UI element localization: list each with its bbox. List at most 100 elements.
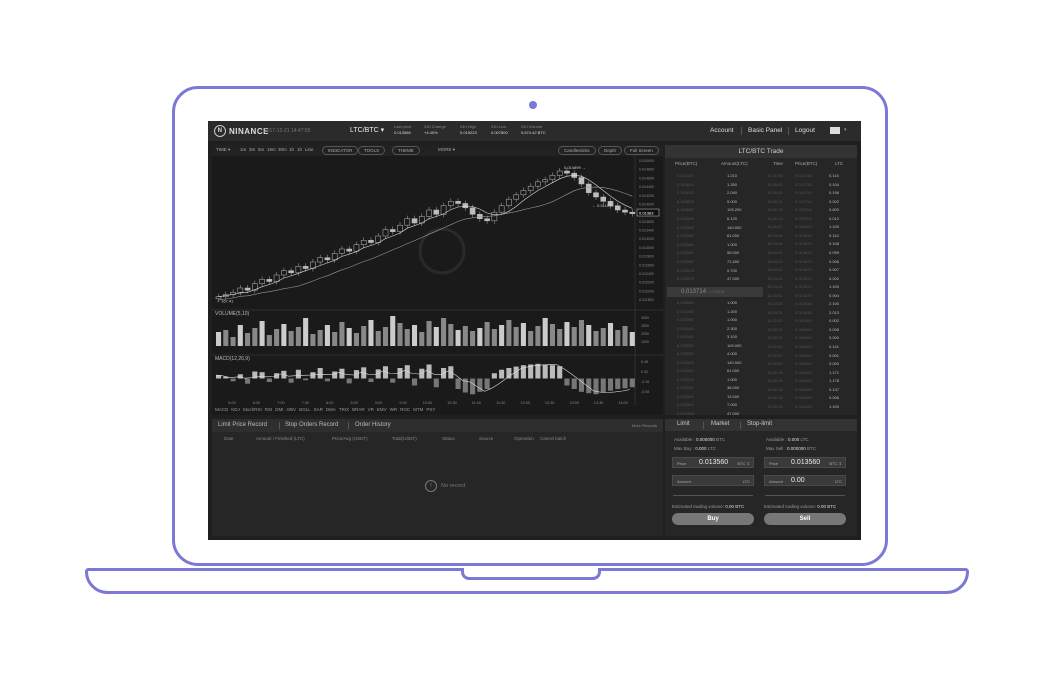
candle: [585, 183, 592, 193]
brand-logo[interactable]: N NINANCE: [214, 125, 269, 137]
interval-1h-b[interactable]: 1h: [297, 147, 303, 152]
time-dropdown[interactable]: TIME ▾: [216, 147, 231, 152]
volume-bar: [310, 334, 316, 346]
more-dropdown[interactable]: MORE ▾: [438, 147, 456, 152]
candlestick-chart[interactable]: VOLUME(5,10) MACD(12,26,9) 0.015000 0.01480…: [212, 156, 663, 406]
fullscreen-button[interactable]: Full Screen: [624, 146, 659, 155]
interval-15m[interactable]: 15m: [267, 147, 276, 152]
ask-row: 0.013595 140.000: [665, 224, 857, 231]
indicator-stochrsi[interactable]: StochRSI: [242, 407, 262, 412]
sell-price-field[interactable]: Price 0.013560 BTC ⇕: [764, 457, 846, 468]
volume-bar: [535, 326, 541, 346]
sell-amount-slider[interactable]: [765, 495, 845, 496]
indicator-dma[interactable]: DMA: [325, 407, 336, 412]
indicator-boll[interactable]: BOLL: [299, 407, 311, 412]
tab-limit[interactable]: Limit: [677, 421, 690, 427]
indicator-macd[interactable]: MACD: [215, 407, 229, 412]
buy-button[interactable]: Buy: [672, 513, 754, 525]
indicator-psy[interactable]: PSY: [426, 407, 436, 412]
interval-5m[interactable]: 5m: [258, 147, 265, 152]
nav-logout[interactable]: Logout: [795, 127, 815, 134]
candle: [593, 192, 599, 198]
trade-history-row: 15:20:16 0.013460 0.137: [665, 386, 857, 393]
indicator-obv[interactable]: OBV: [286, 407, 297, 412]
trade-history-row-amt: 0.001: [829, 352, 840, 358]
trade-history-row-time: 15:24:45: [767, 232, 783, 238]
sell-button[interactable]: Sell: [764, 513, 846, 525]
buy-amount-field[interactable]: Amount LTC: [672, 475, 754, 486]
indicator-button[interactable]: INDICATOR: [322, 146, 359, 155]
depth-button[interactable]: Depth: [598, 146, 623, 155]
volume-bar: [470, 331, 476, 346]
interval-3m[interactable]: 3m: [249, 147, 256, 152]
tools-button[interactable]: TOOLS: [358, 146, 386, 155]
x-tick: 10:00: [423, 401, 433, 405]
sell-amount-field[interactable]: Amount 0.00 LTC: [764, 475, 846, 486]
tab-stop-orders-record[interactable]: Stop Orders Record: [285, 422, 339, 428]
volume-bar: [549, 324, 555, 346]
macd-tick: 0.45: [641, 360, 648, 364]
cancel-batch-link[interactable]: Cancel batch: [540, 436, 567, 441]
tab-stop-limit[interactable]: Stop-limit: [747, 421, 773, 427]
indicator-trix[interactable]: TRIX: [338, 407, 350, 412]
volume-tick: 1000: [641, 340, 649, 344]
bid-row-price: 0.013530: [677, 351, 694, 356]
indicator-kdj[interactable]: KDJ: [231, 407, 240, 412]
last-price-bar: 0.013714 ≈ 0.00 $: [667, 287, 763, 297]
trade-history-row-amt: 0.137: [829, 386, 840, 392]
ask-row: 0.013588 1.000: [665, 241, 857, 248]
candle: [288, 270, 294, 274]
interval-30m[interactable]: 30m: [278, 147, 287, 152]
interval-1h[interactable]: 1h: [289, 147, 295, 152]
indicator-brar[interactable]: BRAR: [352, 407, 365, 412]
indicator-emv[interactable]: EMV: [376, 407, 387, 412]
indicator-wr[interactable]: WR: [389, 407, 398, 412]
ask-row-price: 0.013603: [677, 198, 694, 204]
indicator-vr[interactable]: VR: [367, 407, 374, 412]
ask-row-price: 0.013580: [677, 259, 694, 264]
indicator-dmi[interactable]: DMI: [275, 407, 284, 412]
pair-selector[interactable]: LTC/BTC ▾: [350, 127, 385, 134]
tab-order-history[interactable]: Order History: [355, 422, 391, 428]
theme-button[interactable]: THEME: [392, 146, 420, 155]
volume-bar: [419, 332, 425, 346]
candle: [448, 201, 454, 206]
candle: [556, 170, 563, 176]
bid-row-amount: 4.000: [727, 351, 738, 356]
candle: [310, 261, 316, 269]
bid-row-amount: 1.200: [727, 308, 738, 314]
buy-price-field[interactable]: Price 0.013560 BTC ⇕: [672, 457, 754, 468]
trade-history-row: 15:20:00 0.013460 3.000: [665, 360, 857, 367]
indicator-roc[interactable]: ROC: [400, 407, 411, 412]
ask-row-price: 0.013610: [677, 190, 694, 196]
candle: [520, 190, 527, 196]
trade-history-row-price: 0.013734: [795, 173, 812, 178]
ask-row-amount: 2.040: [727, 190, 738, 196]
indicator-list: MACD KDJ StochRSI RSI DMI OBV BOLL SAR DMA TRIX BR…: [215, 407, 438, 412]
chevron-down-icon[interactable]: ▾: [844, 127, 847, 133]
interval-line[interactable]: Line: [305, 147, 314, 152]
more-records-link[interactable]: More Records: [631, 423, 657, 428]
macd-bar: [411, 378, 418, 386]
candlesticks-button[interactable]: Candlesticks: [558, 146, 596, 155]
tab-market[interactable]: Market: [711, 421, 730, 427]
empty-state: ! No record: [425, 480, 465, 492]
x-tick: 6:00: [228, 401, 235, 405]
trade-history-row-time: 15:20:16: [767, 386, 783, 392]
bid-row: 0.013545 2.300: [665, 325, 857, 332]
indicator-rsi[interactable]: RSI: [264, 407, 273, 412]
trade-history-row-price: 0.013473: [795, 258, 812, 264]
nav-basic-panel[interactable]: Basic Panel: [748, 127, 783, 134]
trade-history-row-price: 0.013473: [795, 249, 812, 255]
ask-row-price: 0.013578: [677, 267, 694, 273]
tab-limit-price-record[interactable]: Limit Price Record: [218, 422, 268, 428]
buy-amount-slider[interactable]: [673, 495, 753, 496]
trade-history-row: 15:22:11 0.013460 3.000: [665, 334, 857, 341]
uk-flag-icon[interactable]: [830, 127, 840, 134]
candle: [244, 287, 251, 291]
trade-history-row-price: 0.013460: [795, 403, 812, 409]
interval-1m[interactable]: 1m: [240, 147, 247, 152]
nav-account[interactable]: Account: [710, 127, 734, 134]
indicator-mtm[interactable]: MTM: [413, 407, 424, 412]
indicator-sar[interactable]: SAR: [313, 407, 323, 412]
